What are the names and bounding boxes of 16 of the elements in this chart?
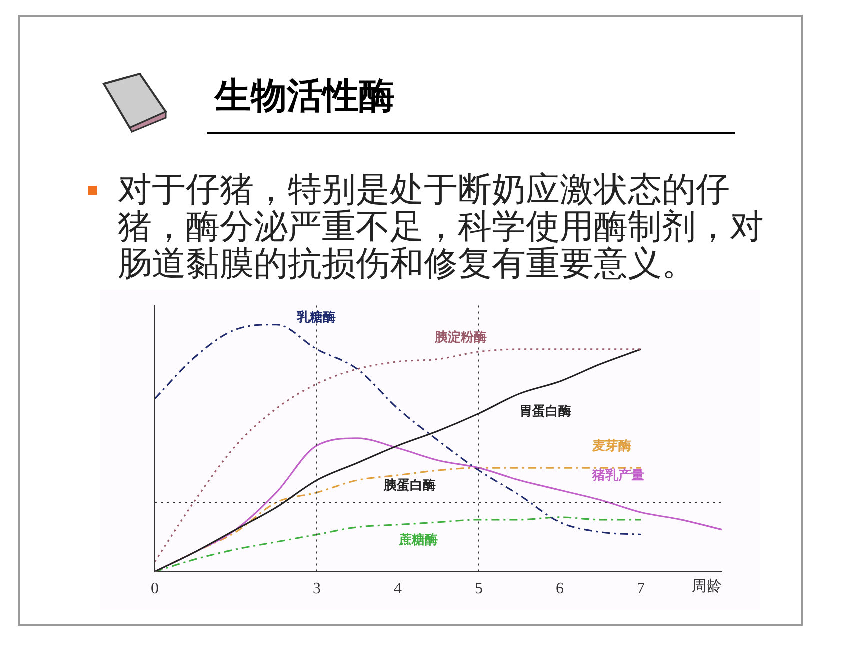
chart-title: 生物活性酶 <box>215 75 395 119</box>
x-tick-label: 6 <box>556 580 564 598</box>
x-tick-label: 0 <box>151 580 159 598</box>
chart-subtitle: 对于仔猪，特别是处于断奶应激状态的仔猪，酶分泌严重不足，科学使用酶制剂，对肠道黏膜的抗损伤和修复有重要意义。 <box>118 170 765 284</box>
series-label: 麦芽酶 <box>591 439 632 454</box>
x-tick-label: 7 <box>637 580 645 598</box>
x-axis-title: 周龄 <box>692 577 722 596</box>
series-label: 猪乳产量 <box>591 468 644 484</box>
x-tick-label: 4 <box>394 580 402 598</box>
series-label: 乳糖酶 <box>296 310 336 326</box>
series-label: 胰淀粉酶 <box>434 329 488 346</box>
x-tick-label: 5 <box>475 580 483 598</box>
annotation: 胰蛋白酶 <box>383 478 436 494</box>
x-tick-label: 3 <box>313 580 321 598</box>
series-label: 蔗糖酶 <box>398 532 438 548</box>
series-label: 胃蛋白酶 <box>520 404 572 420</box>
